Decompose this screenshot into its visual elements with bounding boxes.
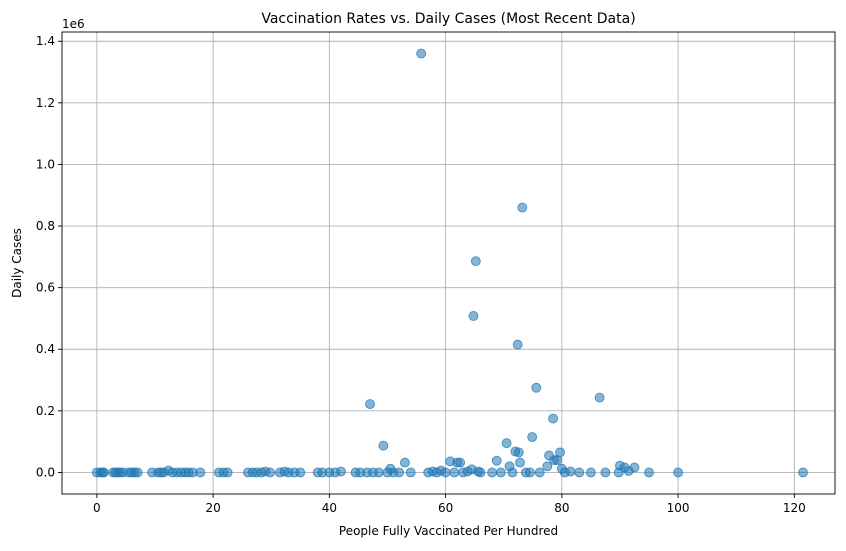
data-point <box>265 467 276 478</box>
data-point <box>475 467 486 478</box>
x-tick-label: 80 <box>554 501 569 515</box>
data-point <box>295 467 306 478</box>
data-point <box>449 467 460 478</box>
x-axis-label: People Fully Vaccinated Per Hundred <box>339 524 558 538</box>
data-point <box>507 467 518 478</box>
data-point <box>644 467 654 478</box>
data-point <box>455 457 466 468</box>
data-point <box>501 438 512 449</box>
data-point <box>416 48 427 59</box>
data-point <box>195 467 206 478</box>
data-point <box>399 457 410 468</box>
y-tick-label: 1.0 <box>36 157 55 171</box>
data-point <box>513 447 524 458</box>
data-point <box>495 467 506 478</box>
x-tick-label: 0 <box>93 501 101 515</box>
data-point <box>542 461 553 472</box>
data-point <box>531 382 542 393</box>
y-offset-label: 1e6 <box>62 17 85 31</box>
data-point <box>394 467 405 478</box>
y-tick-label: 0.0 <box>36 465 55 479</box>
data-point <box>487 467 498 478</box>
y-tick-label: 0.4 <box>36 342 55 356</box>
y-tick-label: 0.6 <box>36 281 55 295</box>
data-point <box>585 467 596 478</box>
chart-title: Vaccination Rates vs. Daily Cases (Most … <box>261 11 635 27</box>
data-points <box>91 48 808 478</box>
data-point <box>512 339 523 350</box>
data-point <box>132 467 143 478</box>
y-tick-label: 1.2 <box>36 96 55 110</box>
data-point <box>555 447 566 458</box>
x-tick-label: 60 <box>438 501 453 515</box>
data-point <box>673 467 684 478</box>
data-point <box>527 432 538 442</box>
y-axis-ticks: 0.0 0.2 0.4 0.6 0.8 1.0 1.2 1.4 <box>36 34 62 479</box>
x-tick-label: 100 <box>667 501 690 515</box>
grid-lines <box>62 32 835 494</box>
data-point <box>378 440 389 451</box>
y-tick-label: 0.2 <box>36 404 55 418</box>
data-point <box>405 467 416 478</box>
data-point <box>515 457 525 468</box>
x-tick-label: 40 <box>322 501 337 515</box>
data-point <box>470 256 481 267</box>
data-point <box>440 467 451 478</box>
data-point <box>222 467 233 478</box>
y-tick-label: 0.8 <box>36 219 55 233</box>
data-point <box>365 399 375 410</box>
data-point <box>98 467 109 478</box>
data-point <box>565 466 576 477</box>
plot-frame <box>61 31 836 495</box>
data-point <box>468 311 479 321</box>
x-tick-label: 20 <box>205 501 220 515</box>
data-point <box>534 467 545 478</box>
data-point <box>574 467 585 478</box>
data-point <box>524 467 535 478</box>
data-point <box>594 392 605 403</box>
data-point <box>629 462 640 473</box>
x-axis-ticks: 0 20 40 60 80 100 120 <box>93 494 806 515</box>
x-tick-label: 120 <box>783 501 806 515</box>
y-axis-label: Daily Cases <box>10 228 24 298</box>
data-point <box>373 467 384 478</box>
data-point <box>491 455 502 466</box>
data-point <box>548 413 559 424</box>
data-point <box>336 466 346 477</box>
y-tick-label: 1.4 <box>36 34 55 48</box>
data-point <box>600 467 611 478</box>
data-point <box>517 202 528 213</box>
data-point <box>798 467 808 478</box>
